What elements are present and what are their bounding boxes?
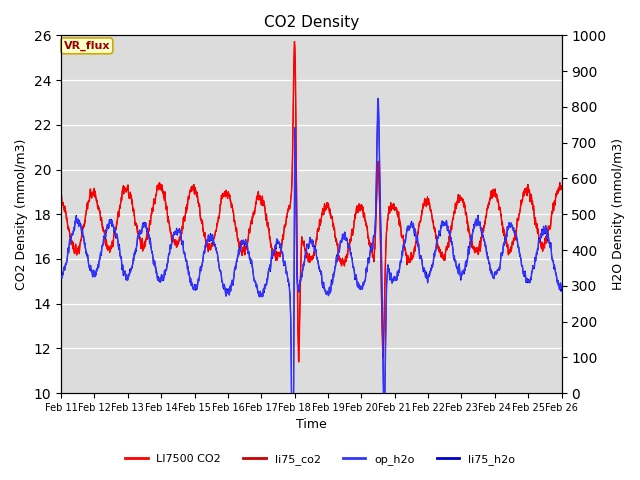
Text: VR_flux: VR_flux: [63, 41, 110, 51]
Title: CO2 Density: CO2 Density: [264, 15, 359, 30]
Y-axis label: CO2 Density (mmol/m3): CO2 Density (mmol/m3): [15, 139, 28, 290]
X-axis label: Time: Time: [296, 419, 326, 432]
Y-axis label: H2O Density (mmol/m3): H2O Density (mmol/m3): [612, 138, 625, 290]
Legend: LI7500 CO2, li75_co2, op_h2o, li75_h2o: LI7500 CO2, li75_co2, op_h2o, li75_h2o: [121, 450, 519, 469]
